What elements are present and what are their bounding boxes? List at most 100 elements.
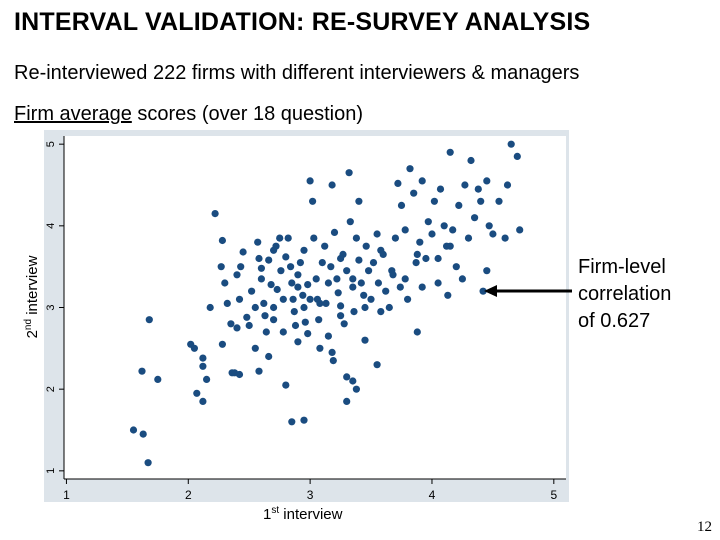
scatter-point [362, 242, 370, 250]
scatter-point [444, 291, 452, 299]
scatter-point [337, 302, 345, 310]
scatter-point [401, 226, 409, 234]
scatter-point [267, 281, 275, 289]
scatter-point [503, 181, 512, 189]
scatter-point [422, 254, 430, 263]
scatter-point [251, 303, 259, 312]
slide-title: INTERVAL VALIDATION: RE-SURVEY ANALYSIS [14, 8, 591, 36]
scatter-point [464, 234, 473, 242]
scatter-point [513, 152, 521, 160]
scatter-point [446, 242, 454, 250]
scatter-point [254, 238, 262, 246]
scatter-point [349, 377, 357, 385]
data-points [129, 140, 524, 467]
scatter-point [282, 381, 290, 389]
scatter-point [483, 267, 491, 275]
scatter-point [352, 385, 360, 393]
scatter-point [300, 246, 308, 254]
chart-caption: Firm average scores (over 18 question) [14, 103, 363, 126]
scatter-point [129, 426, 138, 434]
scatter-point [495, 197, 503, 205]
scatter-point [458, 275, 466, 283]
scatter-point [218, 340, 226, 348]
scatter-point [261, 312, 269, 320]
scatter-point [277, 267, 285, 275]
scatter-point [355, 197, 363, 205]
scatter-point [343, 397, 351, 405]
scatter-point [477, 197, 485, 205]
scatter-point [228, 369, 236, 377]
scatter-point [273, 285, 281, 294]
scatter-point [245, 321, 253, 330]
y-axis-label: 2nd interview [23, 255, 41, 339]
scatter-point [467, 156, 475, 165]
scatter-point [294, 338, 302, 346]
y-tick-label: 4 [45, 223, 57, 229]
scatter-point [440, 222, 448, 230]
scatter-point [485, 222, 493, 230]
scatter-point [479, 287, 487, 295]
axes: 1 2 3 4 5 1 2 3 4 5 [45, 136, 566, 502]
scatter-point [373, 230, 381, 238]
scatter-point [471, 214, 479, 222]
scatter-point [316, 299, 324, 307]
scatter-point [306, 177, 314, 185]
scatter-point [330, 228, 339, 236]
arrow-head [484, 285, 497, 297]
scatter-point [235, 370, 244, 379]
scatter-point [199, 397, 207, 405]
scatter-point [365, 267, 373, 275]
y-tick-label: 1 [45, 468, 57, 474]
scatter-point [416, 238, 424, 246]
scatter-point [309, 197, 317, 205]
scatter-point [404, 295, 412, 303]
scatter-point [300, 416, 308, 424]
scatter-point [382, 287, 390, 295]
scatter-point [328, 348, 336, 356]
scatter-point [321, 242, 329, 250]
scatter-point [361, 336, 369, 344]
scatter-point [507, 140, 515, 148]
scatter-point [190, 344, 198, 352]
scatter-point [279, 328, 287, 336]
scatter-point [343, 267, 351, 275]
scatter-point [237, 263, 245, 271]
scatter-point [434, 254, 442, 263]
scatter-point [235, 295, 244, 303]
scatter-point [377, 308, 385, 316]
scatter-point [436, 185, 445, 193]
scatter-point [352, 234, 360, 242]
scatter-point [391, 234, 399, 242]
scatter-point [239, 248, 247, 256]
scatter-point [367, 295, 375, 303]
scatter-point [251, 344, 259, 352]
scatter-point [262, 328, 270, 336]
annotation-line-1: Firm-level [578, 256, 666, 278]
scatter-point [328, 181, 336, 189]
scatter-point [299, 291, 307, 299]
y-tick-label: 3 [45, 304, 57, 310]
scatter-point [461, 181, 469, 189]
scatter-point [318, 259, 326, 267]
scatter-point [193, 389, 201, 397]
scatter-point [221, 279, 229, 287]
scatter-point [145, 316, 153, 324]
scatter-point [282, 253, 290, 261]
scatter-point [279, 295, 287, 303]
x-tick-label: 3 [307, 488, 314, 502]
scatter-point [304, 330, 312, 338]
scatter-point [265, 256, 273, 264]
scatter-point [301, 318, 309, 326]
scatter-point [327, 263, 335, 271]
scatter-point [284, 234, 292, 242]
chart-caption-underlined: Firm average [14, 103, 132, 125]
scatter-point [144, 459, 152, 467]
scatter-point [369, 259, 378, 267]
scatter-point [288, 418, 296, 426]
scatter-point [418, 283, 426, 291]
scatter-point [199, 354, 207, 362]
scatter-point [474, 185, 482, 193]
scatter-point [333, 275, 341, 283]
scatter-point [489, 230, 497, 238]
